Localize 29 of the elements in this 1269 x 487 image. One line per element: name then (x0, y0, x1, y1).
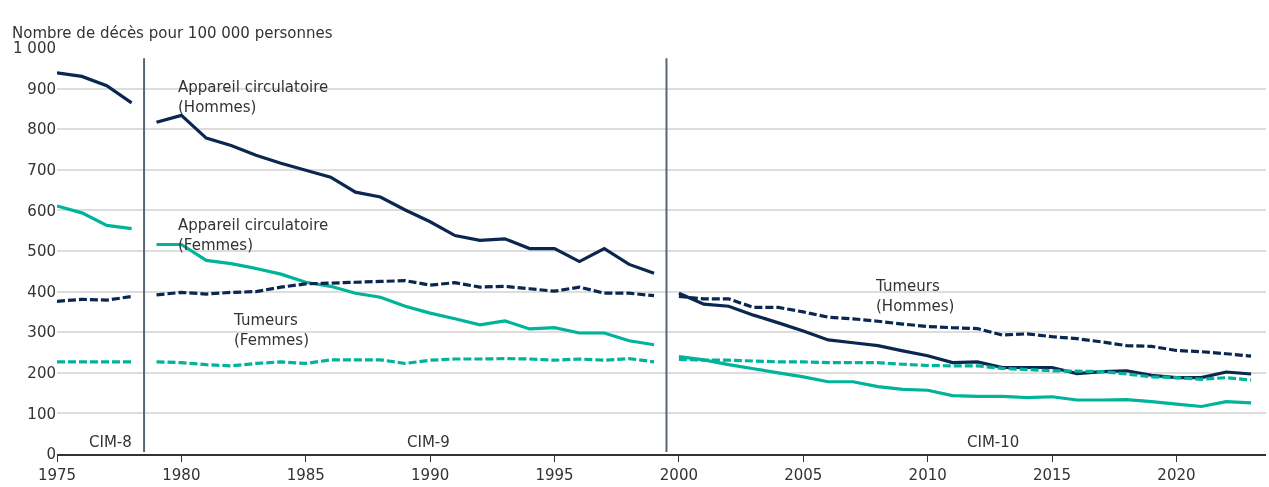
y-tick-label: 500 (27, 242, 56, 261)
x-tick-label: 1975 (37, 465, 77, 484)
y-axis-title: Nombre de décès pour 100 000 personnes (12, 24, 333, 42)
annotation: CIM-10 (967, 433, 1020, 451)
y-tick-label: 200 (27, 364, 56, 383)
x-tick-label: 2010 (908, 465, 947, 484)
y-tick-label: 800 (27, 120, 56, 139)
y-tick-label: 700 (27, 161, 56, 180)
y-tick-label: 900 (27, 79, 56, 98)
annotation: CIM-9 (407, 433, 450, 451)
x-tick-label: 2020 (1157, 465, 1196, 484)
annotation: CIM-8 (89, 433, 132, 451)
annotation: Tumeurs (Hommes) (875, 277, 955, 315)
y-tick-label: 300 (27, 323, 56, 342)
y-tick-label: 400 (27, 282, 56, 301)
annotation: Appareil circulatoire (Hommes) (178, 78, 329, 116)
x-tick-label: 1985 (286, 465, 325, 484)
x-tick-label: 2000 (659, 465, 698, 484)
y-tick-label: 1 000 (13, 39, 56, 58)
x-tick-label: 1990 (411, 465, 450, 484)
x-tick-label: 2005 (784, 465, 823, 484)
x-tick-label: 1995 (535, 465, 574, 484)
y-tick-label: 600 (27, 201, 56, 220)
annotation: Appareil circulatoire (Femmes) (178, 216, 329, 254)
x-tick-label: 2015 (1032, 465, 1072, 484)
annotation: Tumeurs (Femmes) (233, 311, 310, 349)
y-tick-label: 0 (46, 445, 56, 464)
x-tick-label: 1980 (162, 465, 201, 484)
y-tick-label: 100 (27, 404, 56, 423)
